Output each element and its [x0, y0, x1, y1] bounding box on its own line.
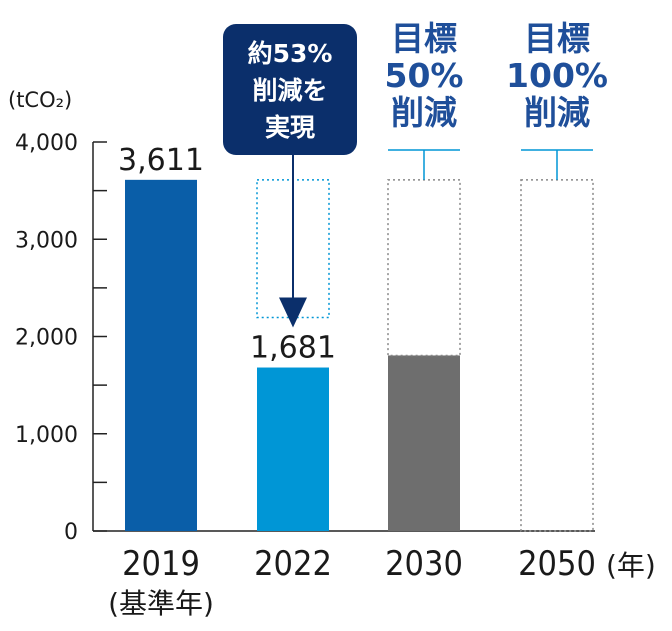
- target-label-2050: 目標: [524, 19, 590, 58]
- bar-2019: [125, 179, 197, 531]
- dotted-outline-2030: [387, 179, 461, 357]
- arrow-head: [279, 297, 307, 328]
- value-label-2019: 3,611: [118, 143, 204, 178]
- target-label-2050: 削減: [524, 93, 590, 132]
- dotted-outline-2050: [520, 179, 594, 532]
- bar-2030: [388, 355, 460, 531]
- x-label-2019: 2019: [122, 544, 200, 584]
- target-label-2030: 削減: [391, 93, 457, 132]
- x-label-2050: 2050: [518, 544, 596, 584]
- x-axis-suffix: (年): [606, 549, 656, 582]
- target-label-2050: 100%: [506, 56, 608, 95]
- callout-line: 約53%: [248, 39, 333, 68]
- callout-line: 実現: [265, 113, 315, 142]
- target-label-2030: 目標: [391, 19, 457, 58]
- bar-2022: [257, 367, 329, 531]
- y-tick-label: 0: [64, 520, 78, 545]
- y-tick-label: 3,000: [15, 228, 78, 253]
- x-sublabel-2019: (基準年): [108, 587, 214, 620]
- x-label-2030: 2030: [385, 544, 463, 584]
- x-label-2022: 2022: [254, 544, 332, 584]
- bars: [125, 179, 460, 531]
- y-tick-label: 2,000: [15, 326, 78, 351]
- y-tick-label: 4,000: [15, 131, 78, 156]
- value-label-2022: 1,681: [250, 331, 336, 366]
- y-unit-label: (tCO₂): [8, 88, 72, 112]
- y-tick-label: 1,000: [15, 423, 78, 448]
- callout-line: 削減を: [252, 76, 327, 105]
- callout-box: [223, 24, 357, 155]
- target-label-2030: 50%: [385, 56, 464, 95]
- y-axis: 0 1,000 2,000 3,000 4,000 (tCO₂): [8, 88, 595, 545]
